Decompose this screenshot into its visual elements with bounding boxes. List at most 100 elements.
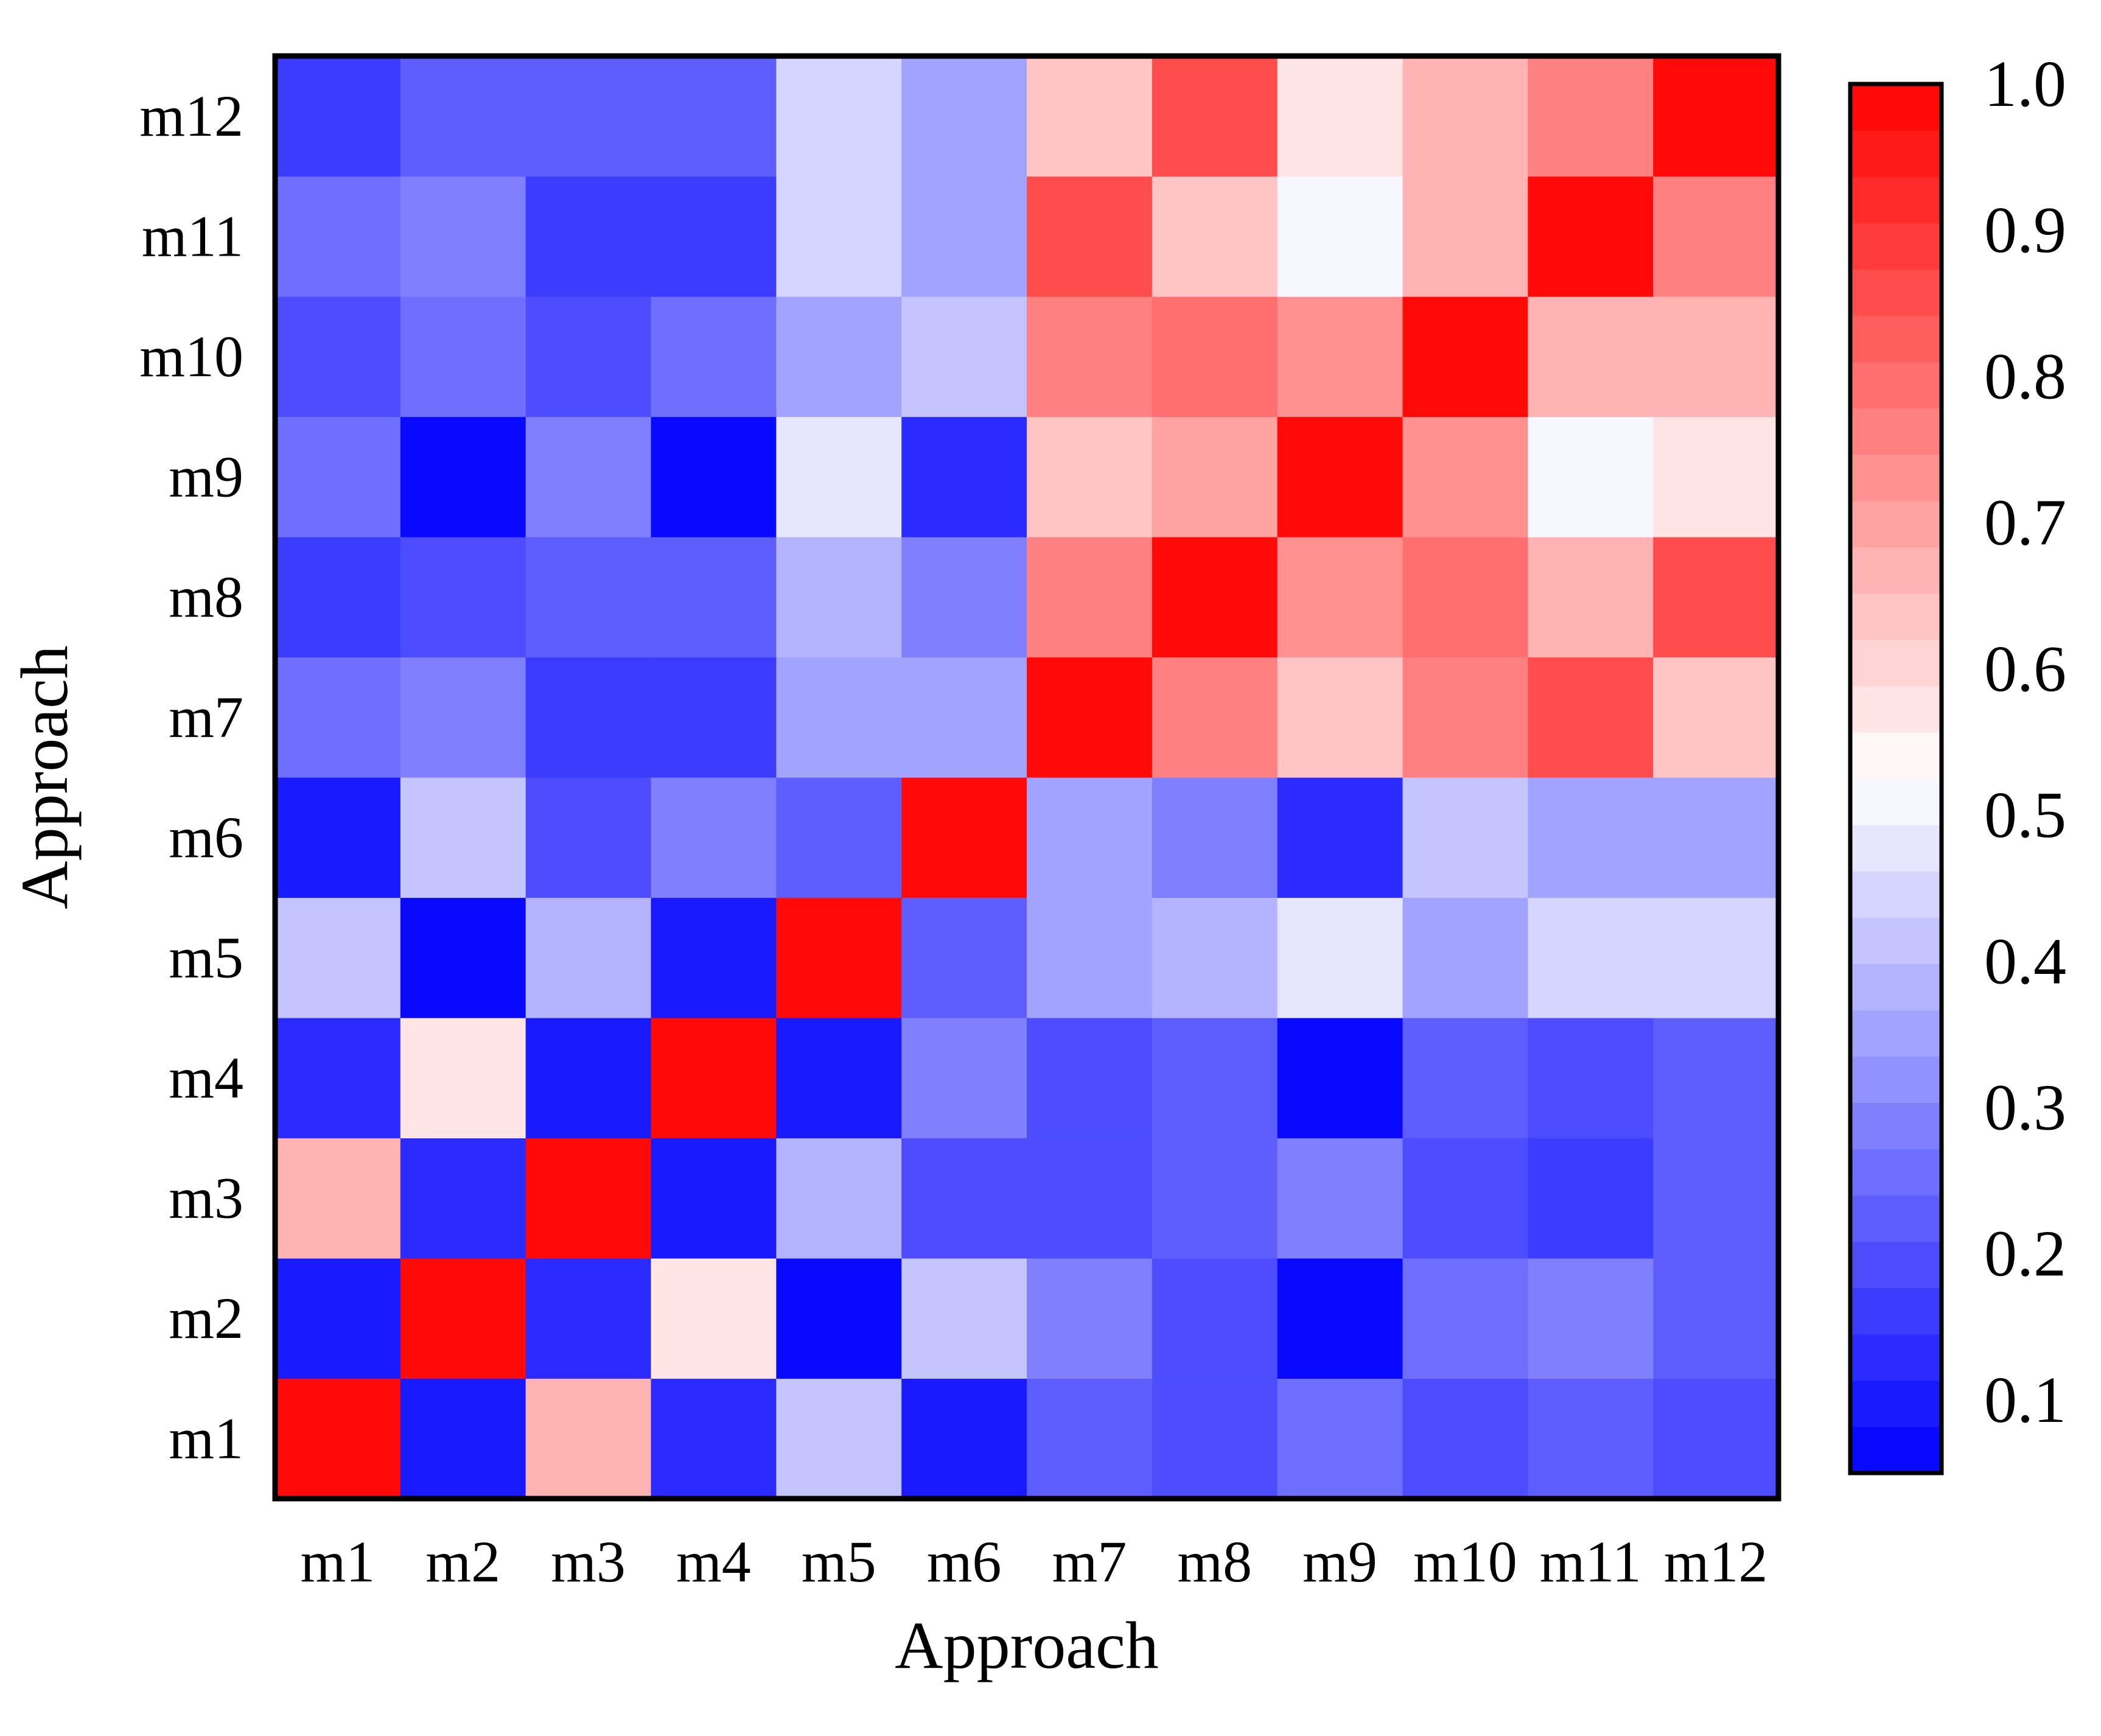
heatmap-cell-m1-m12 bbox=[1653, 1378, 1779, 1499]
heatmap-cell-m8-m12 bbox=[1653, 537, 1779, 658]
heatmap-cell-m3-m4 bbox=[651, 1138, 777, 1259]
colorbar-level-30 bbox=[1850, 84, 1942, 131]
heatmap-cell-m1-m8 bbox=[1152, 1378, 1278, 1499]
y-tick-label-m1: m1 bbox=[169, 1405, 243, 1471]
y-tick-label-m6: m6 bbox=[169, 805, 243, 870]
heatmap-cell-m9-m5 bbox=[776, 416, 902, 537]
heatmap-cell-m10-m11 bbox=[1528, 296, 1654, 418]
heatmap-cell-m7-m10 bbox=[1402, 657, 1528, 778]
heatmap-cell-m11-m10 bbox=[1402, 176, 1528, 297]
heatmap-cell-m12-m8 bbox=[1152, 56, 1278, 177]
heatmap-cell-m12-m10 bbox=[1402, 56, 1528, 177]
heatmap-cell-m9-m6 bbox=[901, 416, 1027, 537]
heatmap-cell-m5-m11 bbox=[1528, 897, 1654, 1018]
x-tick-label-m7: m7 bbox=[1052, 1529, 1127, 1594]
heatmap-cell-m9-m1 bbox=[275, 416, 401, 537]
heatmap-cell-m8-m10 bbox=[1402, 537, 1528, 658]
heatmap-cell-m10-m6 bbox=[901, 296, 1027, 418]
heatmap-cell-m11-m3 bbox=[525, 176, 652, 297]
heatmap-cell-m4-m10 bbox=[1402, 1018, 1528, 1139]
heatmap-cell-m4-m6 bbox=[901, 1018, 1027, 1139]
x-tick-label-m12: m12 bbox=[1664, 1529, 1768, 1594]
heatmap-cell-m8-m3 bbox=[525, 537, 652, 658]
heatmap-cell-m12-m9 bbox=[1277, 56, 1404, 177]
heatmap-cell-m3-m1 bbox=[275, 1138, 401, 1259]
heatmap-cell-m2-m10 bbox=[1402, 1258, 1528, 1379]
heatmap-cell-m10-m10 bbox=[1402, 296, 1528, 418]
heatmap-cell-m12-m2 bbox=[400, 56, 526, 177]
heatmap-cell-m5-m8 bbox=[1152, 897, 1278, 1018]
y-tick-label-m5: m5 bbox=[169, 925, 243, 990]
heatmap-cell-m11-m5 bbox=[776, 176, 902, 297]
heatmap-cell-m12-m12 bbox=[1653, 56, 1779, 177]
heatmap-cell-m11-m9 bbox=[1277, 176, 1404, 297]
colorbar-tick-0.3: 0.3 bbox=[1984, 1071, 2066, 1144]
heatmap-cell-m7-m9 bbox=[1277, 657, 1404, 778]
heatmap-cell-m1-m3 bbox=[525, 1378, 652, 1499]
colorbar-level-26 bbox=[1850, 269, 1942, 316]
heatmap-cell-m10-m9 bbox=[1277, 296, 1404, 418]
heatmap-cell-m6-m9 bbox=[1277, 777, 1404, 898]
colorbar-level-25 bbox=[1850, 315, 1942, 362]
heatmap-cell-m8-m6 bbox=[901, 537, 1027, 658]
colorbar-level-5 bbox=[1850, 1241, 1942, 1289]
colorbar-level-20 bbox=[1850, 547, 1942, 594]
heatmap-cell-m7-m5 bbox=[776, 657, 902, 778]
heatmap-cell-m6-m2 bbox=[400, 777, 526, 898]
colorbar-level-3 bbox=[1850, 1334, 1942, 1381]
heatmap-cell-m1-m6 bbox=[901, 1378, 1027, 1499]
heatmap-cell-m6-m10 bbox=[1402, 777, 1528, 898]
colorbar-level-27 bbox=[1850, 223, 1942, 270]
heatmap-cell-m8-m2 bbox=[400, 537, 526, 658]
heatmap-cell-m5-m4 bbox=[651, 897, 777, 1018]
heatmap-cell-m4-m1 bbox=[275, 1018, 401, 1139]
heatmap-cell-m7-m7 bbox=[1027, 657, 1153, 778]
colorbar-level-16 bbox=[1850, 732, 1942, 779]
heatmap-cell-m4-m3 bbox=[525, 1018, 652, 1139]
colorbar-level-4 bbox=[1850, 1287, 1942, 1335]
heatmap-cell-m1-m10 bbox=[1402, 1378, 1528, 1499]
colorbar-tick-0.7: 0.7 bbox=[1984, 487, 2066, 559]
x-tick-label-m9: m9 bbox=[1302, 1529, 1377, 1594]
heatmap-cell-m6-m1 bbox=[275, 777, 401, 898]
x-tick-label-m10: m10 bbox=[1413, 1529, 1517, 1594]
y-tick-label-m4: m4 bbox=[169, 1045, 243, 1110]
colorbar-level-23 bbox=[1850, 408, 1942, 455]
heatmap-cell-m10-m8 bbox=[1152, 296, 1278, 418]
heatmap-cell-m3-m10 bbox=[1402, 1138, 1528, 1259]
colorbar-level-12 bbox=[1850, 917, 1942, 964]
heatmap-cell-m3-m12 bbox=[1653, 1138, 1779, 1259]
heatmap-cell-m5-m1 bbox=[275, 897, 401, 1018]
heatmap-cell-m10-m2 bbox=[400, 296, 526, 418]
heatmap-cell-m3-m3 bbox=[525, 1138, 652, 1259]
heatmap-cell-m1-m4 bbox=[651, 1378, 777, 1499]
colorbar-level-11 bbox=[1850, 964, 1942, 1010]
heatmap-cell-m9-m12 bbox=[1653, 416, 1779, 537]
heatmap-cell-m3-m8 bbox=[1152, 1138, 1278, 1259]
colorbar-level-13 bbox=[1850, 871, 1942, 918]
heatmap-cell-m1-m11 bbox=[1528, 1378, 1654, 1499]
heatmap-cell-m10-m3 bbox=[525, 296, 652, 418]
heatmap-cell-m7-m11 bbox=[1528, 657, 1654, 778]
colorbar-level-22 bbox=[1850, 454, 1942, 502]
heatmap-cell-m6-m12 bbox=[1653, 777, 1779, 898]
heatmap-cell-m2-m5 bbox=[776, 1258, 902, 1379]
y-tick-label-m8: m8 bbox=[169, 564, 243, 629]
heatmap-cell-m2-m4 bbox=[651, 1258, 777, 1379]
heatmap-cell-m9-m9 bbox=[1277, 416, 1404, 537]
heatmap-cell-m4-m12 bbox=[1653, 1018, 1779, 1139]
colorbar-level-8 bbox=[1850, 1102, 1942, 1150]
heatmap-cell-m7-m12 bbox=[1653, 657, 1779, 778]
heatmap-cell-m7-m4 bbox=[651, 657, 777, 778]
heatmap-cell-m10-m1 bbox=[275, 296, 401, 418]
heatmap-cell-m10-m5 bbox=[776, 296, 902, 418]
heatmap-cell-m4-m9 bbox=[1277, 1018, 1404, 1139]
colorbar-tick-0.1: 0.1 bbox=[1984, 1364, 2066, 1437]
heatmap-cell-m8-m9 bbox=[1277, 537, 1404, 658]
plot-frame bbox=[272, 53, 1781, 1502]
heatmap-cell-m11-m2 bbox=[400, 176, 526, 297]
heatmap-cell-m4-m4 bbox=[651, 1018, 777, 1139]
colorbar-level-19 bbox=[1850, 593, 1942, 640]
heatmap-cell-m11-m12 bbox=[1653, 176, 1779, 297]
heatmap-cell-m2-m1 bbox=[275, 1258, 401, 1379]
